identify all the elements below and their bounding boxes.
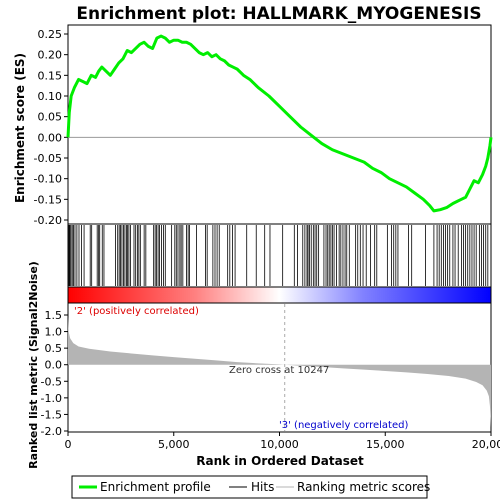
metric-y-tick-label: 0.0: [45, 359, 63, 372]
hits-lines: [68, 225, 489, 286]
es-y-tick-label: 0.05: [38, 111, 63, 124]
es-y-tick-label: -0.15: [34, 193, 62, 206]
es-y-tick-label: 0.25: [38, 28, 63, 41]
metric-y-tick-label: 1.5: [45, 309, 63, 322]
x-tick-label: 10,000: [260, 438, 299, 451]
es-y-tick-label: 0.10: [38, 90, 63, 103]
es-y-tick-label: -0.10: [34, 173, 62, 186]
es-y-tick-label: 0.00: [38, 131, 63, 144]
metric-y-axis-label: Ranked list metric (Signal2Noise): [27, 261, 40, 469]
x-axis-label: Rank in Ordered Dataset: [196, 454, 364, 468]
hits-panel-frame: [67, 223, 492, 288]
x-tick-label: 5,000: [158, 438, 190, 451]
x-tick-label: 20,000: [472, 438, 500, 451]
metric-y-tick-label: 1.0: [45, 326, 63, 339]
es-y-ticks: 0.25 0.20 0.15 0.10 0.05 0.00 -0.05 -0.10 -0.15 -…: [34, 28, 68, 227]
x-tick-label: 0: [65, 438, 72, 451]
metric-y-ticks: 1.5 1.0 0.5 0.0 -0.5 -1.0 -1.5 -2.0: [41, 309, 68, 438]
negative-correlation-label: '3' (negatively correlated): [279, 420, 408, 431]
zero-cross-label: Zero cross at 10247: [229, 365, 329, 376]
legend-box: [71, 475, 428, 499]
es-y-tick-label: 0.15: [38, 69, 63, 82]
ranking-metric-area: [68, 316, 491, 428]
chart-title: Enrichment plot: HALLMARK_MYOGENESIS: [76, 4, 481, 24]
es-y-axis-label: Enrichment score (ES): [13, 53, 27, 203]
metric-y-tick-label: -1.0: [41, 392, 62, 405]
metric-y-tick-label: -2.0: [41, 425, 62, 438]
enrichment-profile-line: [66, 34, 493, 213]
rank-color-bar: [67, 286, 492, 304]
legend-enrichment-label: Enrichment profile: [100, 480, 211, 494]
es-panel-frame: [67, 24, 492, 225]
es-y-tick-label: -0.20: [34, 214, 62, 227]
metric-y-tick-label: 0.5: [45, 342, 63, 355]
legend-hits-label: Hits: [251, 480, 274, 494]
x-ticks: 0 5,000 10,000 15,000 20,000: [65, 432, 500, 451]
es-y-tick-label: -0.05: [34, 152, 62, 165]
metric-y-tick-label: -1.5: [41, 408, 62, 421]
legend-metric-label: Ranking metric scores: [297, 480, 430, 494]
metric-y-tick-label: -0.5: [41, 375, 62, 388]
positive-correlation-label: '2' (positively correlated): [74, 306, 199, 317]
es-y-tick-label: 0.20: [38, 49, 63, 62]
x-tick-label: 15,000: [366, 438, 405, 451]
